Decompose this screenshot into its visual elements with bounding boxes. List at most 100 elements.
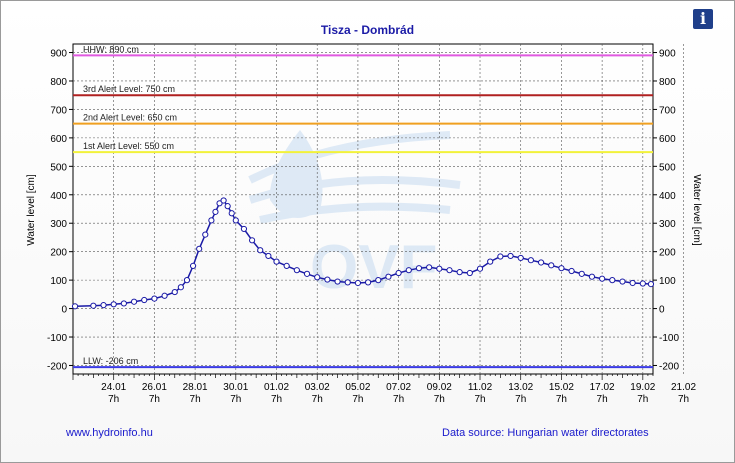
data-point [344, 279, 351, 286]
x-tick-label-hour: 7h [556, 394, 567, 405]
x-tick-label-hour: 7h [678, 394, 689, 405]
data-point [130, 298, 138, 305]
x-tick-label-hour: 7h [312, 394, 323, 405]
data-point [216, 200, 223, 207]
data-point [232, 217, 239, 224]
data-point [436, 265, 443, 272]
x-tick-label-hour: 7h [149, 394, 160, 405]
data-point [257, 247, 264, 254]
y-axis-label-left: Water level [cm] [26, 174, 37, 246]
data-point [647, 281, 655, 288]
x-tick-label-date: 26.01 [142, 382, 167, 393]
data-point [527, 257, 534, 264]
data-point [208, 217, 215, 224]
y-tick-label-left: 700 [50, 105, 67, 116]
data-source-note: Data source: Hungarian water directorate… [442, 427, 649, 439]
data-point [375, 277, 382, 284]
y-tick-label-left: 900 [50, 49, 67, 60]
data-point [456, 269, 463, 276]
y-tick-label-left: 100 [50, 276, 67, 287]
info-icon[interactable]: i [693, 9, 713, 29]
data-point [161, 292, 168, 299]
reference-line-label: 3rd Alert Level: 750 cm [83, 84, 175, 94]
data-point [265, 252, 272, 260]
y-tick-label-left: -200 [47, 361, 67, 372]
x-tick-label-date: 13.02 [508, 382, 533, 393]
data-point [497, 253, 504, 260]
x-tick-label-date: 19.02 [630, 382, 655, 393]
data-point [446, 267, 453, 274]
y-tick-label-left: 800 [50, 77, 67, 88]
x-tick-label-hour: 7h [637, 394, 648, 405]
x-tick-label-date: 28.01 [183, 382, 208, 393]
data-point [639, 280, 646, 287]
data-point [183, 277, 191, 284]
data-point [90, 302, 97, 309]
y-tick-label-left: 200 [50, 248, 67, 259]
data-point [558, 265, 565, 272]
y-tick-label-left: 400 [50, 191, 67, 202]
y-tick-label-right: 500 [659, 162, 676, 173]
x-tick-label-hour: 7h [352, 394, 363, 405]
data-point [141, 296, 148, 304]
x-tick-label-hour: 7h [271, 394, 282, 405]
x-tick-label-hour: 7h [434, 394, 445, 405]
data-point [588, 273, 596, 280]
water-level-series-line [74, 199, 652, 308]
x-tick-label-date: 17.02 [590, 382, 615, 393]
x-tick-label-date: 05.02 [345, 382, 370, 393]
data-point [248, 237, 256, 244]
data-point [71, 303, 79, 310]
data-point [487, 258, 494, 265]
x-tick-label-hour: 7h [515, 394, 526, 405]
data-point [212, 208, 219, 215]
y-tick-label-left: 300 [50, 219, 67, 230]
data-point [548, 262, 555, 269]
reference-line-label: 1st Alert Level: 550 cm [83, 141, 174, 151]
data-point [100, 302, 107, 309]
x-tick-label-date: 30.01 [223, 382, 248, 393]
data-point [334, 278, 341, 285]
data-point [110, 301, 117, 308]
data-point [476, 265, 484, 272]
chart-title: Tisza - Dombrád [320, 23, 415, 37]
x-tick-label-date: 15.02 [549, 382, 574, 393]
y-tick-label-right: -100 [659, 333, 679, 344]
x-tick-label-date: 11.02 [468, 382, 493, 393]
x-tick-label-hour: 7h [230, 394, 241, 405]
data-point [314, 274, 321, 281]
data-point [196, 245, 203, 252]
data-point [609, 277, 616, 284]
data-point [354, 279, 362, 287]
reference-line-label: 2nd Alert Level: 650 cm [83, 113, 177, 123]
y-tick-label-right: 700 [659, 105, 676, 116]
data-point [629, 279, 636, 287]
x-tick-label-date: 01.02 [264, 382, 289, 393]
data-point [202, 231, 209, 238]
reference-line-label: LLW: -206 cm [83, 356, 138, 366]
y-tick-label-left: 0 [61, 305, 67, 316]
x-tick-label-hour: 7h [393, 394, 404, 405]
data-point [220, 197, 227, 204]
data-point [537, 259, 545, 266]
data-point [507, 252, 514, 260]
data-point [599, 275, 606, 282]
y-tick-label-right: 300 [659, 219, 676, 230]
data-point [385, 273, 392, 280]
x-tick-label-hour: 7h [108, 394, 119, 405]
y-tick-label-right: 400 [659, 191, 676, 202]
y-tick-label-right: 600 [659, 134, 676, 145]
x-tick-label-date: 21.02 [671, 382, 696, 393]
data-point [240, 225, 248, 233]
y-tick-label-right: 200 [659, 248, 676, 259]
data-point [426, 264, 433, 271]
y-tick-label-right: 0 [659, 305, 665, 316]
hydroinfo-link[interactable]: www.hydroinfo.hu [66, 427, 153, 439]
x-tick-label-hour: 7h [190, 394, 201, 405]
y-tick-label-left: 500 [50, 162, 67, 173]
watermark-logo: OVF [248, 130, 461, 302]
data-point [228, 210, 235, 217]
y-tick-label-left: 600 [50, 134, 67, 145]
